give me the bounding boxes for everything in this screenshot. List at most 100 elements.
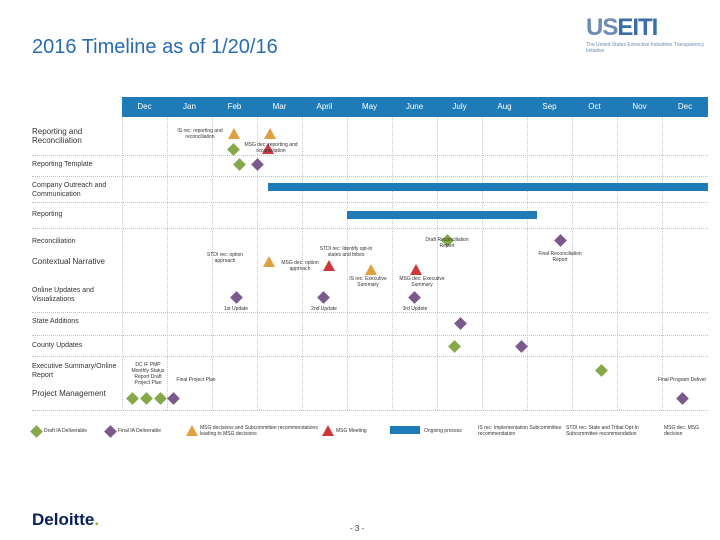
legend-msg-dec-msg: MSG dec: MSG decision — [664, 425, 700, 437]
row-label-company-outreach: Company Outreach and Communication — [32, 182, 107, 198]
annotation-stdi-rec-identify: STDI rec: Identify opt-in states and tri… — [319, 246, 373, 258]
annotation-final-project-plan: Final Project Plan — [176, 377, 216, 383]
pm-final-diamond-icon — [167, 392, 180, 405]
month-nov: Nov — [632, 102, 647, 111]
legend-stdi-rec: STDI rec: State and Tribal Opt-In Subcom… — [566, 425, 639, 437]
row-label-state-additions: State Additions — [32, 318, 79, 325]
logo-eiti: EITI — [617, 14, 658, 41]
program-deliver-draft-diamond-icon — [595, 364, 608, 377]
gridline — [257, 117, 258, 410]
draft-deliverable-diamond-icon — [233, 158, 246, 171]
legend-draft-diamond-icon — [30, 425, 43, 438]
gridline — [437, 117, 438, 410]
row-separator — [32, 410, 708, 411]
gridline — [392, 117, 393, 410]
row-label-executive-summary: Executive Summary/Online Report — [32, 363, 117, 379]
legend-final-ia: Final IA Deliverable — [118, 428, 162, 434]
row-separator — [32, 356, 708, 357]
month-may: May — [361, 102, 378, 111]
annotation-is-rec-exec: IS rec: Executive Summary — [349, 276, 387, 288]
gridline — [302, 117, 303, 410]
row-label-reporting-template: Reporting Template — [32, 161, 93, 168]
deloitte-logo: Deloitte. — [32, 510, 99, 530]
update-1-diamond-icon — [230, 291, 243, 304]
gridline — [167, 117, 168, 410]
legend-msg-triangle-icon — [186, 425, 198, 436]
logo-subtitle: The United States Extractive Industries … — [586, 42, 705, 54]
row-separator — [32, 335, 708, 336]
gridline — [347, 117, 348, 410]
page-number: - 3 - — [350, 524, 365, 533]
annotation-is-rec-reporting: IS rec: reporting and reconciliation — [177, 128, 223, 140]
row-label-online-updates: Online Updates and Visualizations — [32, 287, 94, 303]
row-separator — [32, 228, 708, 229]
month-oct: Oct — [588, 102, 601, 111]
month-sep: Sep — [542, 102, 557, 111]
county-final-diamond-icon — [515, 340, 528, 353]
legend-msg-decisions: MSG decisions and Subcommittee recommend… — [200, 425, 318, 437]
annotation-final-recon: Final Reconciliation Report — [538, 251, 582, 263]
gridline — [617, 117, 618, 410]
pm-draft-diamond-icon — [140, 392, 153, 405]
final-recon-diamond-icon — [554, 234, 567, 247]
legend-draft-ia: Draft IA Deliverable — [44, 428, 88, 434]
annotation-draft-recon: Draft Reconciliation Report — [425, 237, 469, 249]
logo-wordmark: USEITI — [586, 14, 658, 42]
legend-ongoing: Ongoing process — [424, 428, 462, 434]
month-dec-2016: Dec — [677, 102, 693, 111]
msg-dec-red-triangle-icon — [262, 143, 274, 154]
county-draft-diamond-icon — [448, 340, 461, 353]
legend-final-diamond-icon — [104, 425, 117, 438]
gridline — [122, 117, 123, 410]
row-label-contextual-narrative: Contextual Narrative — [32, 257, 105, 266]
logo-us: US — [586, 14, 618, 41]
legend-ongoing-bar — [390, 426, 420, 434]
program-deliver-final-diamond-icon — [676, 392, 689, 405]
state-additions-diamond-icon — [454, 317, 467, 330]
annotation-msg-dec-option: MSG dec: option approach — [281, 260, 319, 272]
gridline — [482, 117, 483, 410]
gridline — [572, 117, 573, 410]
row-separator — [32, 202, 708, 203]
annotation-final-program-deliver: Final Program Deliver — [657, 377, 707, 383]
page-title: 2016 Timeline as of 1/20/16 — [32, 36, 278, 58]
annotation-msg-dec-exec: MSG dec: Executive Summary — [399, 276, 445, 288]
month-feb: Feb — [227, 102, 242, 111]
month-jun: June — [405, 102, 424, 111]
row-separator — [32, 155, 708, 156]
legend-msg-meeting-icon — [322, 425, 334, 436]
row-label-project-management: Project Management — [32, 389, 106, 398]
month-mar: Mar — [272, 102, 287, 111]
row-label-reporting-reconciliation: Reporting and Reconciliation — [32, 127, 83, 145]
legend-msg-meeting: MSG Meeting — [336, 428, 367, 434]
annotation-update-3: 3rd Update — [402, 306, 428, 312]
annotation-dc-pmp: DC IF PMP Monthly Status Report Draft Pr… — [131, 362, 165, 386]
row-label-county-updates: County Updates — [32, 342, 83, 349]
month-header: Dec Jan Feb Mar April May June July Aug … — [122, 97, 708, 117]
deloitte-dot: . — [94, 510, 100, 529]
is-rec-triangle-icon — [264, 128, 276, 139]
month-aug: Aug — [497, 102, 512, 111]
pm-draft-diamond-icon — [154, 392, 167, 405]
final-deliverable-diamond-icon — [251, 158, 264, 171]
is-rec-exec-triangle-icon — [365, 264, 377, 275]
annotation-msg-dec-reporting: MSG dec: reporting and reconciliation — [244, 142, 298, 154]
legend-is-rec-impl: IS rec: Implementation Subcommittee reco… — [478, 425, 562, 437]
gridline — [662, 117, 663, 410]
ongoing-bar-reporting — [347, 211, 537, 219]
msg-dec-red-triangle-icon — [323, 260, 335, 271]
annotation-stdi-rec-option: STDI rec: option approach — [206, 252, 244, 264]
pm-draft-diamond-icon — [126, 392, 139, 405]
update-3-diamond-icon — [408, 291, 421, 304]
gridline — [212, 117, 213, 410]
draft-deliverable-diamond-icon — [227, 143, 240, 156]
gridline — [527, 117, 528, 410]
update-2-diamond-icon — [317, 291, 330, 304]
ongoing-bar-company-outreach — [268, 183, 708, 191]
month-jul: July — [452, 102, 467, 111]
row-separator — [32, 312, 708, 313]
stdi-rec-triangle-icon — [263, 256, 275, 267]
deloitte-wordmark: Deloitte — [32, 510, 95, 529]
row-label-reporting: Reporting — [32, 211, 63, 218]
row-label-reconciliation: Reconciliation — [32, 238, 76, 245]
